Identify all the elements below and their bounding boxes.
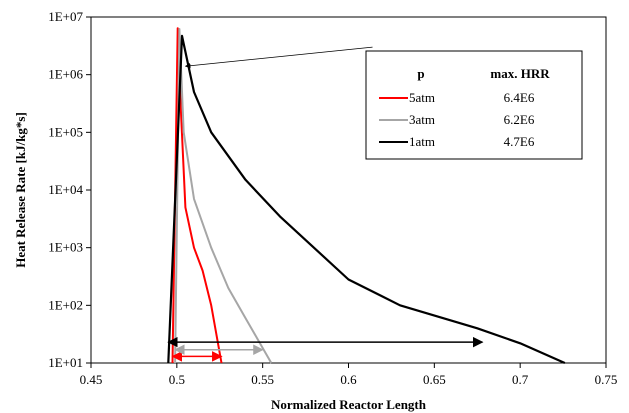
y-tick-label: 1E+03	[48, 240, 83, 255]
x-axis-ticks: 0.45 0.5 0.55 0.6 0.65 0.7 0.75	[80, 363, 618, 387]
y-tick-label: 1E+02	[48, 297, 83, 312]
legend: p max. HRR 5atm 6.4E6 3atm 6.2E6 1atm 4.7E6	[365, 50, 583, 160]
legend-header-p: p	[417, 66, 424, 81]
x-tick-label: 0.65	[423, 372, 446, 387]
legend-label: 3atm	[409, 112, 435, 127]
legend-label: 5atm	[409, 90, 435, 105]
series-line-1atm	[167, 34, 566, 365]
y-tick-label: 1E+07	[48, 9, 83, 24]
y-tick-label: 1E+04	[48, 182, 83, 197]
x-tick-label: 0.6	[340, 372, 357, 387]
y-tick-label: 1E+01	[48, 355, 83, 370]
y-tick-label: 1E+06	[48, 67, 83, 82]
annotation-layer	[167, 46, 484, 362]
legend-header-max-hrr: max. HRR	[490, 66, 550, 81]
max-hrr-pointer-arrow	[184, 46, 373, 69]
series-layer	[167, 27, 566, 365]
y-axis-label: Heat Release Rate [kJ/kg*s]	[13, 112, 28, 268]
x-tick-label: 0.55	[251, 372, 274, 387]
x-tick-label: 0.5	[169, 372, 185, 387]
x-axis-label: Normalized Reactor Length	[271, 397, 427, 412]
y-tick-label: 1E+05	[48, 124, 83, 139]
legend-max-hrr-value: 6.2E6	[504, 112, 535, 127]
x-tick-label: 0.75	[595, 372, 618, 387]
x-tick-label: 0.45	[80, 372, 103, 387]
legend-label: 1atm	[409, 134, 435, 149]
series-line-3atm	[174, 28, 273, 364]
x-tick-label: 0.7	[512, 372, 529, 387]
legend-max-hrr-value: 4.7E6	[504, 134, 535, 149]
legend-max-hrr-value: 6.4E6	[504, 90, 535, 105]
y-axis-ticks: 1E+01 1E+02 1E+03 1E+04 1E+05 1E+06 1E+07	[48, 9, 91, 370]
